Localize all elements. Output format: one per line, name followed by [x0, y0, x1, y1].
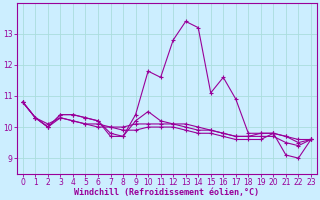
X-axis label: Windchill (Refroidissement éolien,°C): Windchill (Refroidissement éolien,°C): [74, 188, 260, 197]
